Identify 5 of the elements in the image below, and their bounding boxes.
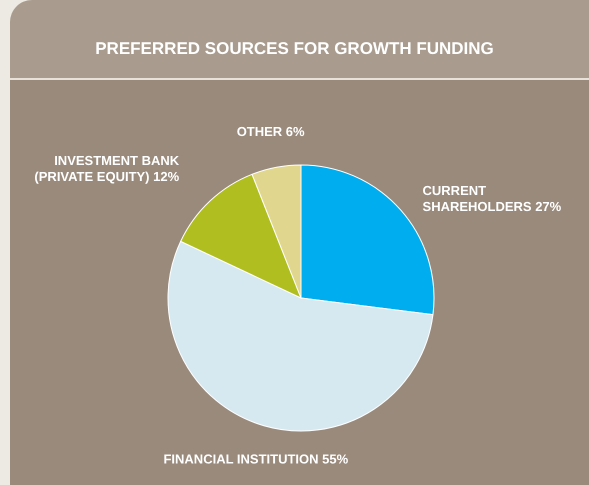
slice-label: OTHER 6% xyxy=(236,124,306,139)
slice-label: CURRENT SHAREHOLDERS 27% xyxy=(422,182,562,214)
slice-label: FINANCIAL INSTITUTION 55% xyxy=(163,452,349,467)
chart-title: PREFERRED SOURCES FOR GROWTH FUNDING xyxy=(95,39,494,58)
slice-label: INVESTMENT BANK (PRIVATE EQUITY) 12% xyxy=(34,153,180,184)
